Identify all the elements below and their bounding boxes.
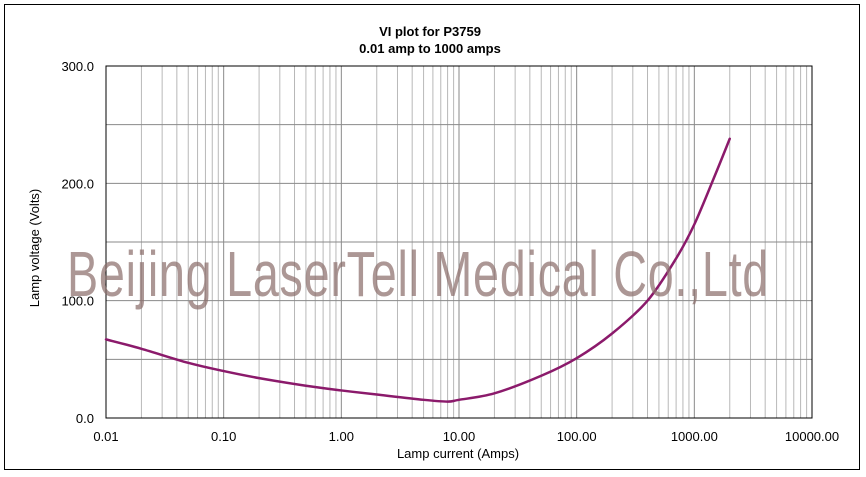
chart-title: VI plot for P3759 [379,24,481,39]
plot-area-border [105,65,813,419]
y-tick-label: 300.0 [61,59,94,74]
x-tick-label: 100.00 [557,429,597,444]
x-tick-label: 0.10 [211,429,236,444]
series-line [104,137,731,403]
chart-subtitle: 0.01 amp to 1000 amps [359,41,501,56]
x-axis-label: Lamp current (Amps) [397,446,519,461]
x-tick-label: 1000.00 [671,429,718,444]
series-layer [104,137,731,403]
x-tick-labels: 0.01 0.10 1.00 10.00 100.00 1000.00 10000.00 [93,429,839,444]
watermark-text: Beijing LaserTell Medical Co.,Ltd [67,238,769,310]
x-tick-label: 10.00 [443,429,476,444]
y-tick-label: 100.0 [61,294,94,309]
y-axis-label: Lamp voltage (Volts) [27,189,42,308]
chart-frame [4,4,860,470]
x-tick-label: 0.01 [93,429,118,444]
y-tick-label: 200.0 [61,176,94,191]
x-tick-label: 1.00 [329,429,354,444]
y-tick-labels: 0.0 100.0 200.0 300.0 [61,59,94,426]
x-tick-label: 10000.00 [785,429,839,444]
y-tick-label: 0.0 [76,411,94,426]
